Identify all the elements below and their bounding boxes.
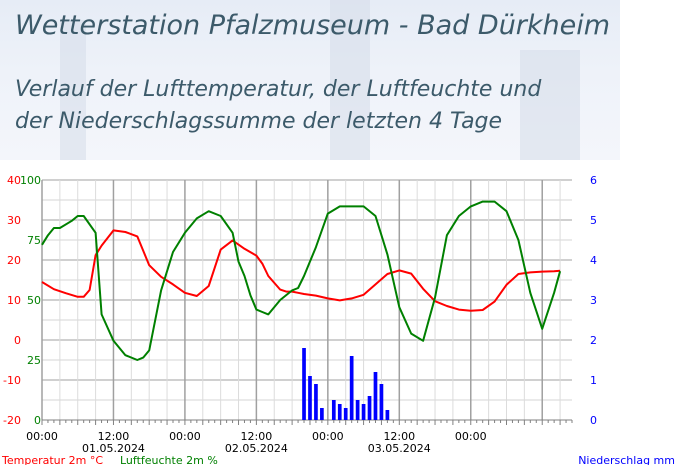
- banner-decoration: [330, 0, 370, 160]
- temperature-tick-label: 10: [7, 294, 21, 307]
- humidity-tick-label: 25: [27, 354, 41, 367]
- time-tick-label: 00:00: [26, 430, 58, 443]
- banner-decoration: [60, 20, 86, 160]
- precipitation-bar: [314, 384, 318, 420]
- precipitation-tick-label: 2: [590, 334, 597, 347]
- precipitation-axis-label: Niederschlag mm: [578, 454, 675, 465]
- temperature-tick-label: -10: [3, 374, 21, 387]
- precipitation-bar: [320, 408, 324, 420]
- precipitation-tick-label: 3: [590, 294, 597, 307]
- temperature-line: [41, 229, 561, 312]
- header-banner: Wetterstation Pfalzmuseum - Bad Dürkheim…: [0, 0, 620, 160]
- page-title: Wetterstation Pfalzmuseum - Bad Dürkheim: [15, 10, 611, 41]
- date-label: 02.05.2024: [225, 442, 288, 455]
- temperature-axis-label: Temperatur 2m °C: [1, 454, 103, 465]
- temperature-tick-label: -20: [3, 414, 21, 427]
- humidity-line: [41, 200, 562, 361]
- subtitle-line-2: der Niederschlagssumme der letzten 4 Tag…: [15, 109, 503, 134]
- time-tick-label: 12:00: [241, 430, 273, 443]
- precipitation-bar: [385, 410, 390, 420]
- precipitation-tick-label: 0: [590, 414, 597, 427]
- precipitation-tick-label: 1: [590, 374, 597, 387]
- precipitation-bar: [343, 408, 348, 420]
- time-tick-label: 00:00: [169, 430, 201, 443]
- precipitation-bar: [361, 404, 366, 420]
- temperature-tick-label: 20: [7, 254, 21, 267]
- precipitation-tick-label: 5: [590, 214, 597, 227]
- precipitation-bar: [308, 376, 312, 420]
- banner-decoration: [520, 50, 580, 160]
- precipitation-tick-label: 6: [590, 174, 597, 187]
- humidity-tick-label: 100: [20, 174, 41, 187]
- page-subtitle: Verlauf der Lufttemperatur, der Luftfeuc…: [15, 74, 541, 138]
- temperature-tick-label: 30: [7, 214, 21, 227]
- precipitation-bar: [373, 372, 378, 420]
- date-label: 01.05.2024: [82, 442, 145, 455]
- temperature-tick-label: 40: [7, 174, 21, 187]
- time-tick-label: 00:00: [312, 430, 344, 443]
- date-label: 03.05.2024: [368, 442, 431, 455]
- precipitation-bar: [355, 400, 360, 420]
- humidity-tick-label: 50: [27, 294, 41, 307]
- precipitation-tick-label: 4: [590, 254, 597, 267]
- humidity-tick-label: 0: [34, 414, 41, 427]
- humidity-tick-label: 75: [27, 234, 41, 247]
- precipitation-bar: [367, 396, 372, 420]
- precipitation-bar: [337, 404, 342, 420]
- precipitation-bar: [379, 384, 384, 420]
- precipitation-bar: [331, 400, 336, 420]
- time-tick-label: 12:00: [98, 430, 130, 443]
- time-tick-label: 12:00: [383, 430, 415, 443]
- chart-lines: [41, 200, 562, 361]
- subtitle-line-1: Verlauf der Lufttemperatur, der Luftfeuc…: [15, 77, 542, 102]
- precipitation-bar: [302, 348, 306, 420]
- precipitation-bars: [302, 348, 390, 420]
- precipitation-bar: [349, 356, 354, 420]
- temperature-tick-label: 0: [14, 334, 21, 347]
- humidity-axis-label: Luftfeuchte 2m %: [120, 454, 218, 465]
- time-tick-label: 00:00: [455, 430, 487, 443]
